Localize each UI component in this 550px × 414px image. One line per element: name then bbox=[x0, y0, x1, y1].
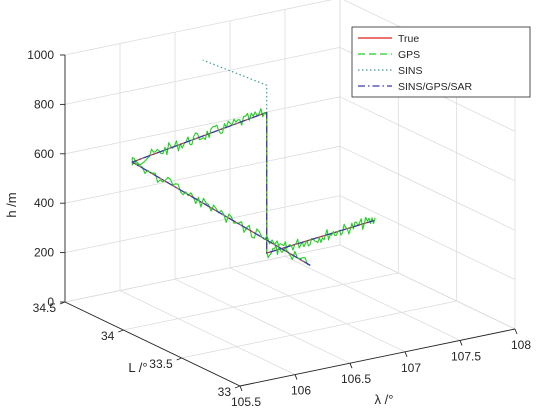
x-tick-label: 108 bbox=[511, 338, 531, 352]
z-tick-label: 800 bbox=[34, 97, 54, 111]
z-tick-label: 0 bbox=[47, 295, 54, 309]
y-tick-mark bbox=[118, 329, 124, 333]
y-tick-mark bbox=[176, 357, 182, 361]
floor-grid-y bbox=[181, 300, 457, 359]
legend-label: SINS/GPS/SAR bbox=[398, 81, 473, 93]
x-axis-label: λ /° bbox=[375, 392, 394, 407]
legend-label: SINS bbox=[398, 65, 423, 77]
legend-label: GPS bbox=[398, 49, 420, 61]
legend: True GPS SINS SINS/GPS/SAR bbox=[351, 26, 531, 98]
data-series bbox=[131, 59, 376, 266]
back-grid-z bbox=[64, 96, 341, 155]
floor-grid-y bbox=[123, 272, 399, 331]
back-grid-z bbox=[64, 195, 341, 253]
x-tick-mark bbox=[349, 363, 353, 369]
side-grid-z bbox=[339, 96, 516, 182]
back-grid-z bbox=[64, 145, 341, 204]
x-tick-label: 107.5 bbox=[451, 349, 481, 363]
y-tick-label: 33 bbox=[218, 385, 232, 399]
floor-grid-x bbox=[119, 290, 296, 375]
series-line bbox=[131, 111, 376, 266]
z-tick-label: 200 bbox=[34, 246, 54, 260]
floor-grid-x bbox=[284, 256, 461, 341]
floor-grid-x bbox=[174, 278, 351, 364]
z-tick-label: 400 bbox=[34, 196, 54, 210]
z-tick-label: 1000 bbox=[27, 48, 54, 62]
back-grid-z bbox=[64, 0, 333, 56]
x-tick-label: 105.5 bbox=[231, 395, 261, 409]
side-grid-z bbox=[339, 195, 516, 280]
y-axis-line bbox=[64, 301, 241, 387]
z-axis-label: h /m bbox=[4, 192, 19, 217]
x-tick-mark bbox=[459, 340, 463, 346]
x-tick-mark bbox=[294, 374, 298, 380]
back-grid-z bbox=[64, 47, 341, 105]
y-tick-label: 34.5 bbox=[33, 301, 57, 315]
y-axis-label: L /° bbox=[128, 360, 147, 375]
y-tick-mark bbox=[234, 385, 241, 389]
z-tick-label: 600 bbox=[34, 147, 54, 161]
side-grid-z bbox=[339, 244, 516, 330]
x-tick-label: 106.5 bbox=[341, 372, 371, 386]
series-sins-gps-sar bbox=[131, 111, 376, 266]
x-tick-label: 107 bbox=[401, 361, 421, 375]
x-tick-mark bbox=[514, 328, 518, 335]
back-wall bbox=[65, 0, 340, 302]
side-grid-z bbox=[339, 145, 516, 231]
x-tick-mark bbox=[404, 351, 408, 357]
x-tick-mark bbox=[239, 385, 243, 392]
x-axis-line bbox=[239, 328, 516, 387]
axis-lines bbox=[59, 54, 518, 392]
tick-labels: 105.5 106 106.5 107 107.5 108 33 33.5 34 34.50 200… bbox=[27, 48, 531, 409]
y-tick-label: 34 bbox=[101, 329, 115, 343]
y-tick-label: 33.5 bbox=[149, 357, 173, 371]
x-tick-label: 106 bbox=[291, 384, 311, 398]
legend-box bbox=[351, 26, 531, 98]
legend-label: True bbox=[398, 33, 419, 45]
floor-grid-x bbox=[229, 267, 406, 353]
